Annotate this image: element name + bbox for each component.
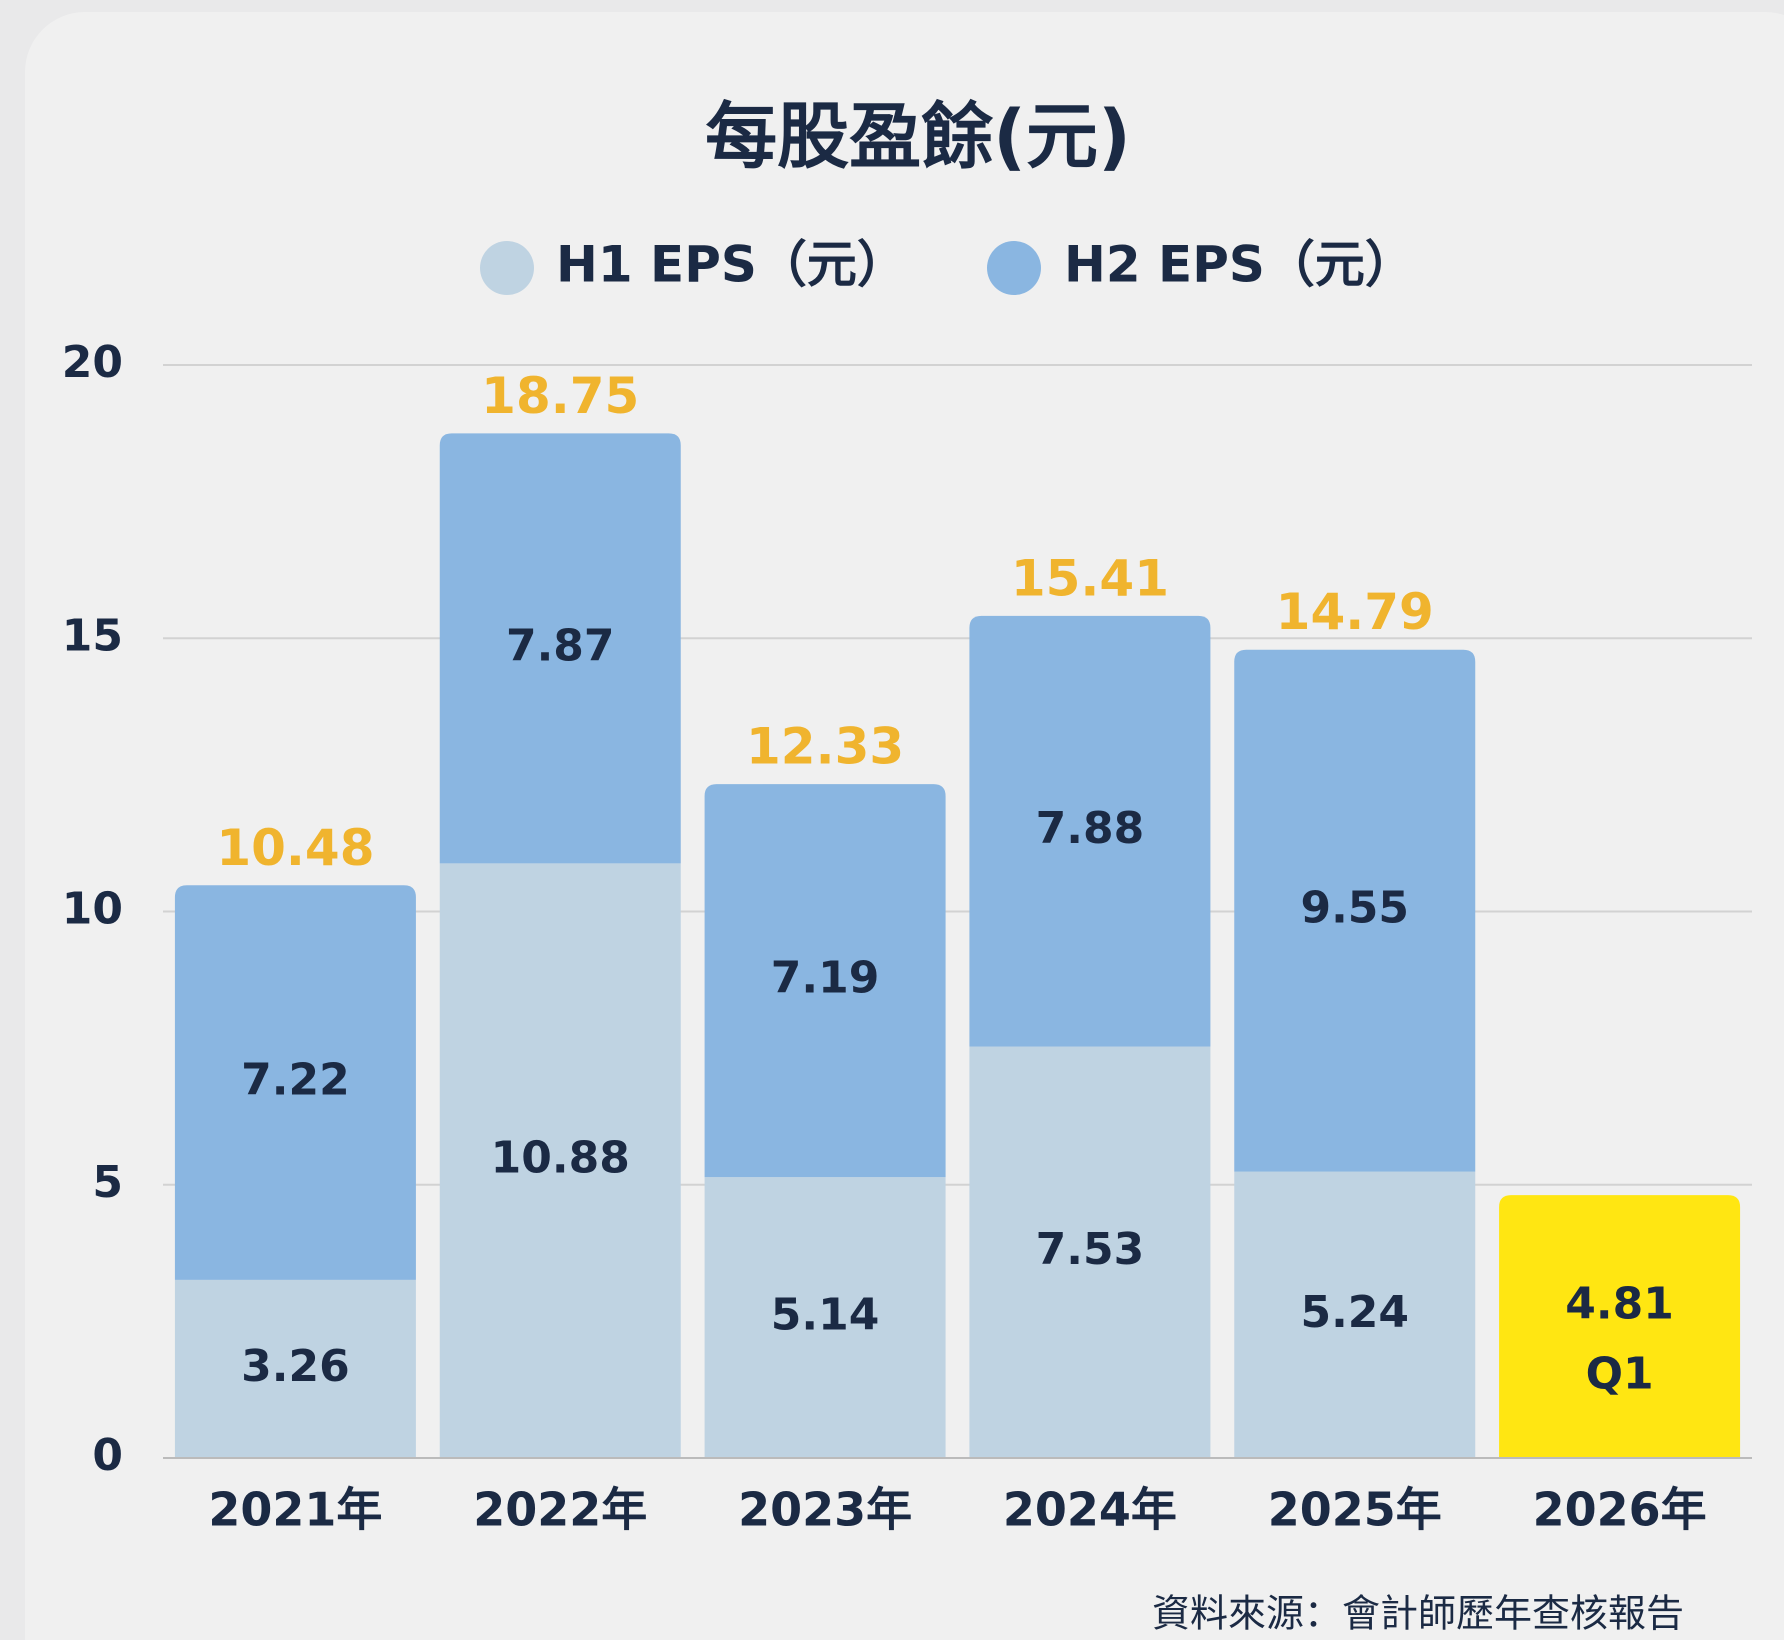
data-label: 10.88 <box>491 1133 630 1184</box>
bar-segment <box>969 615 1211 1047</box>
source: 資料來源：會計師歷年查核報告 <box>1152 1592 1684 1636</box>
y-tick-label: 0 <box>92 1430 123 1481</box>
y-tick-label: 10 <box>62 884 123 935</box>
legend-label: H1 EPS（元） <box>556 236 907 294</box>
data-label: 3.26 <box>241 1341 350 1392</box>
data-label: 7.22 <box>241 1055 350 1106</box>
x-tick-label: 2022年 <box>473 1483 647 1537</box>
legend-label: H2 EPS（元） <box>1064 236 1415 294</box>
total-label: 15.41 <box>1011 549 1169 607</box>
total-label: 12.33 <box>746 718 904 776</box>
bar-segment <box>1499 1195 1741 1458</box>
data-label: 7.19 <box>771 953 880 1004</box>
y-tick-label: 20 <box>62 337 123 388</box>
x-tick-label: 2026年 <box>1533 1483 1707 1537</box>
bar-segment <box>174 1279 416 1458</box>
bar-segment <box>1234 649 1476 1172</box>
total-label: 10.48 <box>216 819 374 877</box>
total-label: 18.75 <box>481 367 639 425</box>
data-label: 4.81 <box>1565 1279 1674 1330</box>
legend-swatch <box>480 241 534 295</box>
bar-segment <box>439 433 681 864</box>
bar-segment <box>439 863 681 1458</box>
y-tick-label: 15 <box>62 610 123 661</box>
x-tick-label: 2021年 <box>208 1483 382 1537</box>
y-tick-label: 5 <box>92 1157 123 1208</box>
annotation: Q1 <box>1586 1349 1654 1400</box>
x-tick-label: 2025年 <box>1268 1483 1442 1537</box>
data-label: 7.87 <box>506 620 615 671</box>
data-label: 5.24 <box>1300 1287 1409 1338</box>
total-label: 14.79 <box>1276 583 1434 641</box>
data-label: 5.14 <box>771 1290 880 1341</box>
bar-segment <box>704 784 946 1178</box>
bar-segment <box>704 1177 946 1458</box>
x-tick-label: 2023年 <box>738 1483 912 1537</box>
data-label: 7.88 <box>1036 803 1145 854</box>
data-label: 9.55 <box>1300 883 1409 934</box>
legend-swatch <box>987 241 1041 295</box>
bar-segment <box>174 885 416 1280</box>
x-tick-label: 2024年 <box>1003 1483 1177 1537</box>
bar-segment <box>1234 1171 1476 1458</box>
data-label: 7.53 <box>1036 1224 1145 1275</box>
chart-title: 每股盈餘(元) <box>705 95 1131 179</box>
bar-segment <box>969 1046 1211 1458</box>
